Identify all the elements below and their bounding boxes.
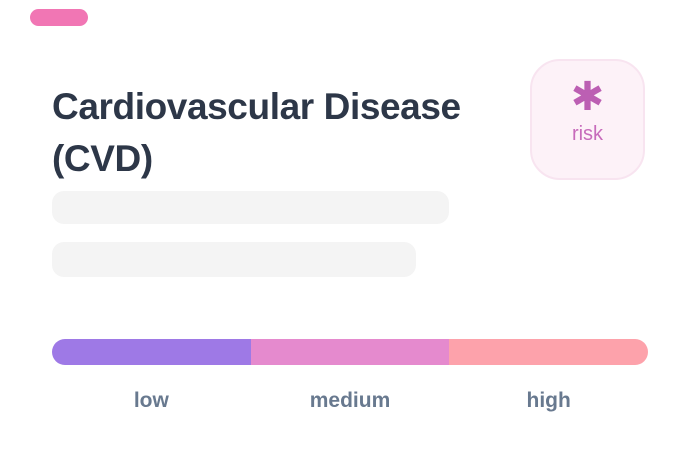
skeleton-line-1 <box>52 191 449 224</box>
risk-scale-labels: low medium high <box>52 388 648 413</box>
risk-badge[interactable]: ✱ risk <box>530 59 645 180</box>
risk-scale-bar <box>52 339 648 365</box>
decorative-tag-pill <box>30 9 88 26</box>
risk-segment-low <box>52 339 251 365</box>
risk-label-low: low <box>133 389 169 412</box>
risk-segment-medium <box>250 339 450 365</box>
asterisk-icon: ✱ <box>570 75 605 119</box>
risk-badge-label: risk <box>571 123 604 145</box>
risk-label-high: high <box>526 389 571 412</box>
skeleton-line-2 <box>52 242 416 277</box>
card-title: Cardiovascular Disease (CVD) <box>52 85 461 179</box>
risk-label-medium: medium <box>309 389 391 412</box>
risk-segment-high <box>449 339 648 365</box>
